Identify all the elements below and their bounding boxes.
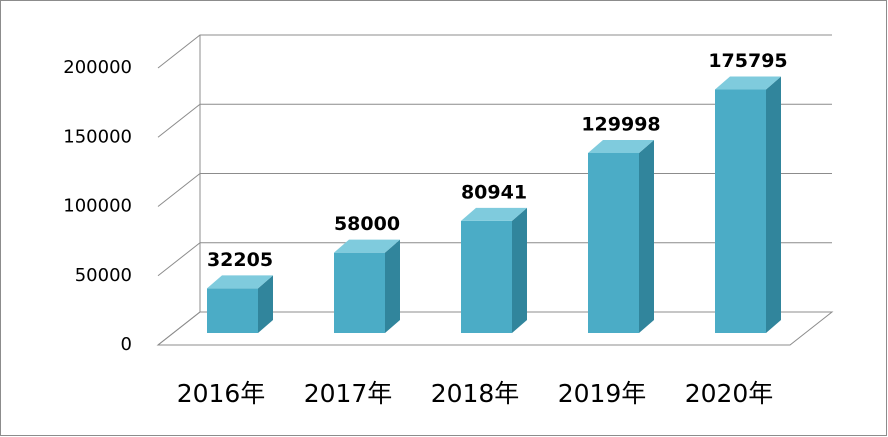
value-label: 58000 (334, 213, 400, 235)
bar (715, 89, 766, 333)
bar-side (766, 76, 781, 333)
bar-top (715, 76, 781, 90)
bar-side (512, 207, 527, 333)
grid-line (157, 103, 832, 138)
value-label: 175795 (708, 50, 787, 72)
bar (588, 152, 639, 333)
grid-line (157, 34, 832, 69)
bar-top (461, 207, 527, 221)
bar-top (207, 275, 273, 289)
x-tick-label: 2019年 (558, 379, 647, 408)
bar-top (334, 239, 400, 253)
bar (334, 252, 385, 333)
y-tick-label: 0 (121, 334, 132, 355)
x-tick-label: 2018年 (431, 379, 520, 408)
y-tick-label: 150000 (63, 126, 132, 147)
bar-side (258, 275, 273, 333)
y-tick-label: 200000 (63, 57, 132, 78)
bar-top (588, 139, 654, 153)
x-tick-label: 2020年 (685, 379, 774, 408)
bar-side (639, 139, 654, 333)
y-tick-label: 100000 (63, 196, 132, 217)
value-label: 80941 (461, 181, 527, 203)
x-tick-label: 2017年 (304, 379, 393, 408)
bar-side (385, 239, 400, 333)
y-tick-label: 50000 (75, 265, 132, 286)
x-tick-label: 2016年 (177, 379, 266, 408)
bar (461, 220, 512, 333)
value-label: 32205 (207, 249, 273, 271)
value-label: 129998 (581, 113, 660, 135)
bar (207, 288, 258, 333)
